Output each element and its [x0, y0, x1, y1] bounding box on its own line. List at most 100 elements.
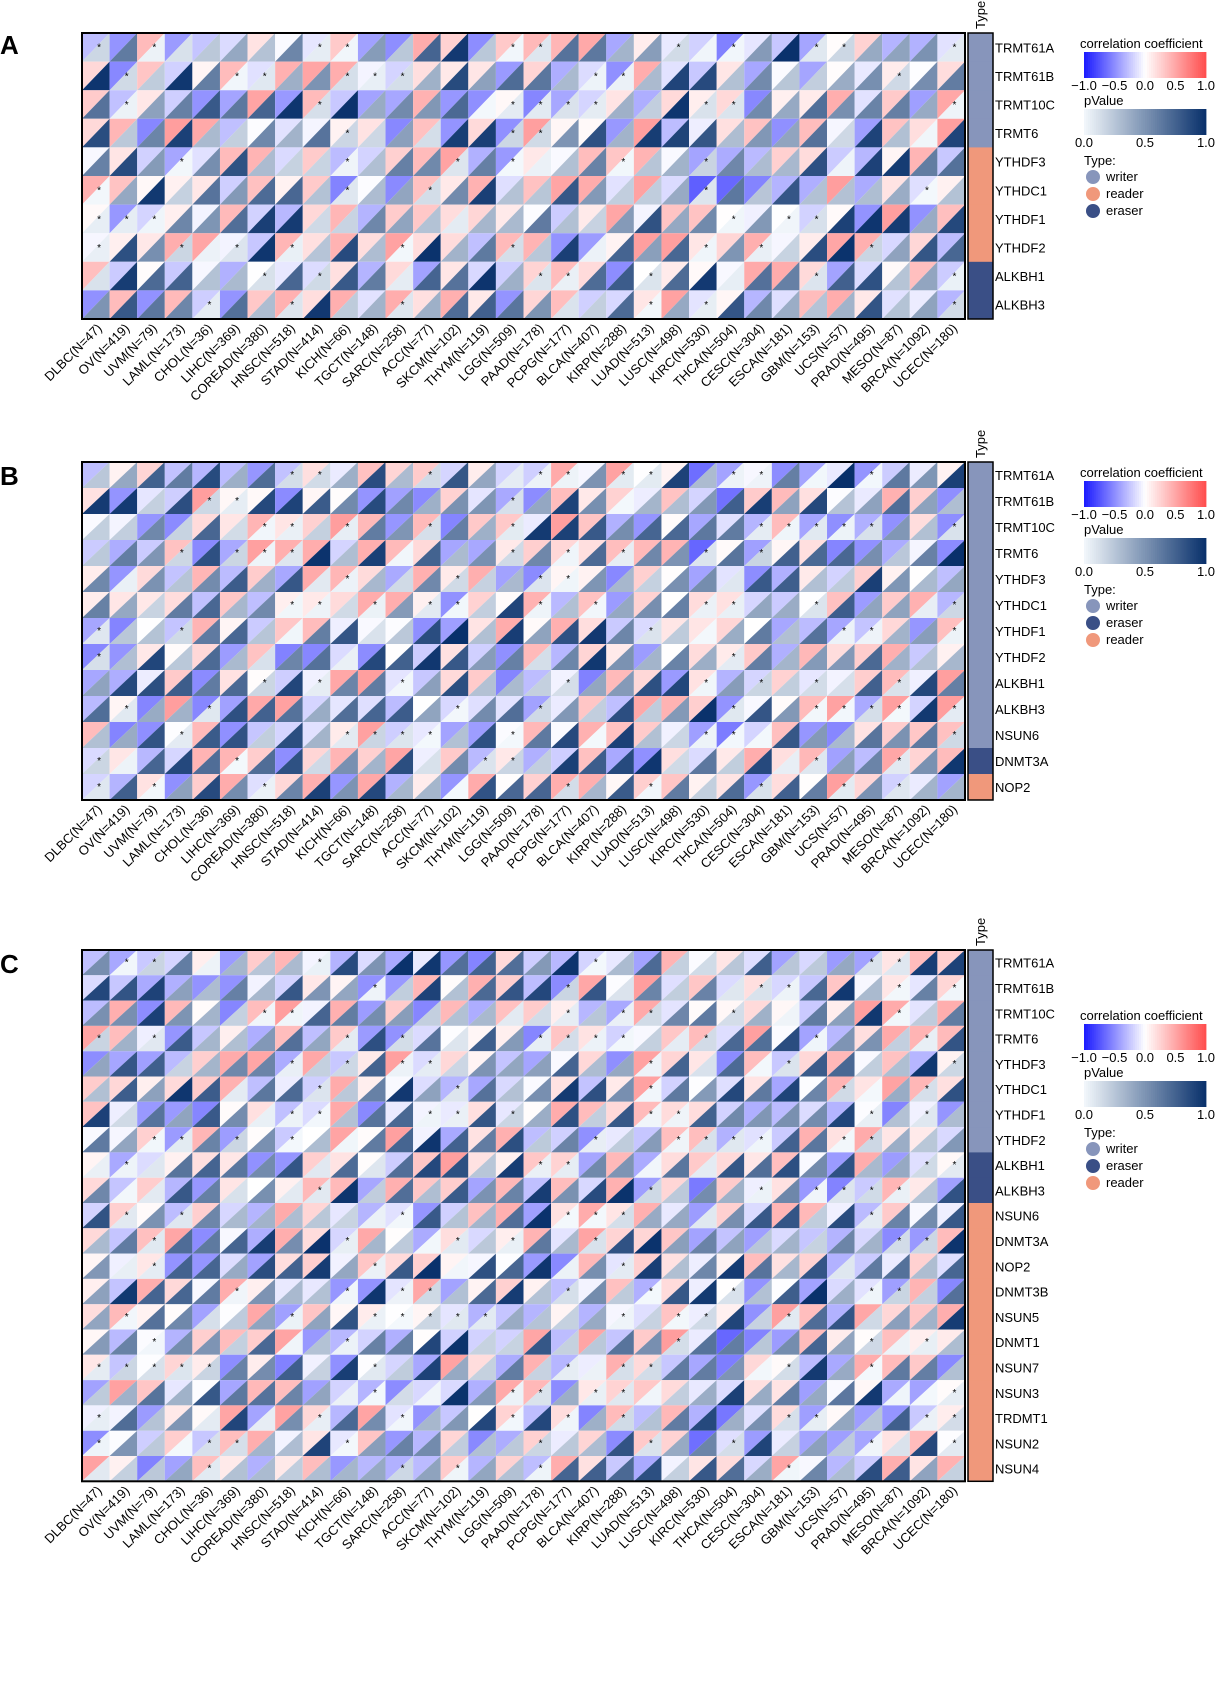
significance-star: *	[428, 1287, 432, 1298]
pvalue-colorbar-segment	[1138, 109, 1142, 135]
pvalue-triangle	[109, 1101, 138, 1128]
type-cell-eraser	[968, 290, 993, 320]
pvalue-triangle	[799, 488, 828, 514]
pvalue-triangle	[606, 950, 634, 976]
corr-triangle	[744, 204, 772, 234]
pvalue-triangle	[219, 233, 248, 262]
pvalue-colorbar-segment	[1106, 538, 1109, 564]
gene-label: DNMT3A	[995, 754, 1049, 769]
panel-letter: C	[0, 949, 19, 979]
pvalue-triangle	[413, 261, 441, 291]
pvalue-colorbar-segment	[1142, 109, 1146, 135]
pvalue-triangle	[385, 1304, 414, 1330]
pvalue-triangle	[909, 774, 938, 800]
corr-triangle	[689, 1152, 717, 1178]
pvalue-triangle	[468, 1456, 496, 1482]
corr-colorbar-segment	[1193, 1024, 1197, 1050]
pvalue-triangle	[137, 514, 165, 540]
pvalue-triangle	[827, 644, 855, 670]
pvalue-triangle	[109, 975, 138, 1001]
pvalue-triangle	[689, 774, 717, 800]
significance-star: *	[125, 1312, 129, 1323]
pvalue-triangle	[771, 1000, 800, 1026]
pvalue-triangle	[302, 290, 331, 319]
pvalue-triangle	[357, 975, 386, 1001]
significance-star: *	[953, 100, 957, 111]
corr-triangle	[799, 975, 828, 1001]
pvalue-triangle	[909, 176, 938, 205]
pvalue-triangle	[689, 514, 717, 540]
corr-colorbar-segment	[1142, 481, 1146, 507]
pvalue-triangle	[247, 61, 276, 91]
significance-star: *	[318, 1084, 322, 1095]
significance-star: *	[428, 600, 432, 611]
significance-star: *	[235, 71, 239, 82]
corr-triangle	[689, 1354, 717, 1381]
corr-triangle	[882, 233, 910, 262]
corr-triangle	[827, 204, 855, 234]
pvalue-triangle	[937, 1152, 965, 1178]
pvalue-triangle	[827, 1000, 855, 1026]
corr-triangle	[689, 233, 717, 262]
corr-triangle	[606, 975, 634, 1001]
significance-star: *	[594, 1135, 598, 1146]
pvalue-triangle	[578, 90, 607, 119]
pvalue-triangle	[606, 1430, 634, 1456]
corr-triangle	[357, 1354, 386, 1381]
pvalue-triangle	[909, 90, 938, 119]
pvalue-triangle	[357, 1456, 386, 1482]
pvalue-triangle	[275, 462, 303, 488]
corr-triangle	[192, 290, 220, 319]
significance-star: *	[925, 1084, 929, 1095]
pvalue-triangle	[164, 566, 193, 592]
pvalue-triangle	[192, 722, 220, 748]
corr-triangle	[689, 1101, 717, 1128]
corr-tick-label: 0.5	[1166, 1050, 1184, 1065]
pvalue-triangle	[440, 1253, 469, 1279]
pvalue-triangle	[440, 748, 469, 774]
pvalue-triangle	[882, 644, 910, 670]
pvalue-triangle	[137, 540, 165, 566]
pvalue-triangle	[606, 748, 634, 774]
corr-colorbar-segment	[1090, 1024, 1093, 1050]
corr-colorbar-segment	[1124, 52, 1128, 78]
corr-triangle	[909, 61, 938, 91]
pvalue-triangle	[468, 488, 496, 514]
pvalue-triangle	[137, 774, 165, 800]
significance-star: *	[345, 1236, 349, 1247]
significance-star: *	[953, 43, 957, 54]
gene-label: NSUN7	[995, 1360, 1039, 1375]
pvalue-triangle	[578, 618, 607, 644]
pvalue-triangle	[275, 566, 303, 592]
corr-legend-title: correlation coefficient	[1080, 1008, 1203, 1023]
pvalue-colorbar-segment	[1132, 538, 1136, 564]
pvalue-triangle	[164, 1127, 193, 1153]
significance-star: *	[759, 1135, 763, 1146]
pvalue-triangle	[468, 233, 496, 262]
pvalue-triangle	[827, 204, 855, 234]
pvalue-triangle	[302, 1354, 331, 1381]
corr-triangle	[827, 975, 855, 1001]
corr-triangle	[909, 233, 938, 262]
pvalue-triangle	[302, 566, 331, 592]
corr-colorbar-segment	[1193, 481, 1197, 507]
corr-triangle	[551, 1354, 579, 1381]
corr-triangle	[302, 1354, 331, 1381]
pvalue-triangle	[716, 290, 745, 319]
pvalue-triangle	[523, 1354, 552, 1381]
pvalue-triangle	[771, 1076, 800, 1102]
pvalue-triangle	[164, 233, 193, 262]
pvalue-triangle	[164, 748, 193, 774]
corr-triangle	[633, 1152, 662, 1178]
pvalue-triangle	[247, 950, 276, 976]
pvalue-triangle	[385, 748, 414, 774]
pvalue-triangle	[164, 118, 193, 148]
significance-star: *	[235, 243, 239, 254]
pvalue-triangle	[468, 975, 496, 1001]
corr-triangle	[799, 1025, 828, 1052]
significance-star: *	[649, 300, 653, 311]
significance-star: *	[345, 1337, 349, 1348]
corr-triangle	[882, 1101, 910, 1128]
pvalue-triangle	[744, 670, 772, 696]
